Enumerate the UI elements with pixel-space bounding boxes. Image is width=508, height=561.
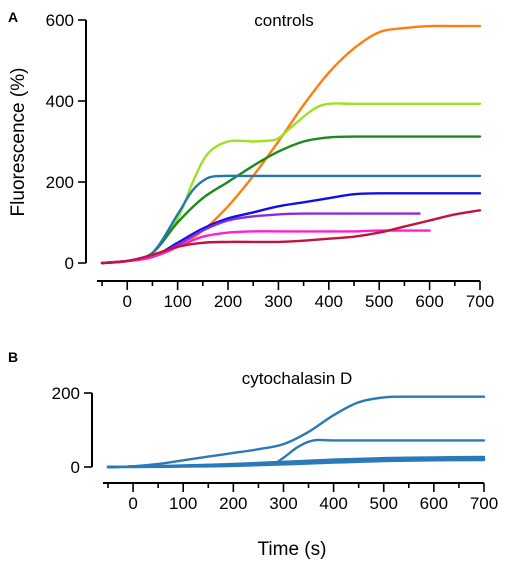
y-tick-label: 400 bbox=[46, 92, 74, 111]
y-tick-label: 200 bbox=[52, 384, 80, 403]
x-tick-label: 600 bbox=[420, 494, 448, 513]
x-tick-label: 700 bbox=[470, 494, 498, 513]
series-line-2 bbox=[100, 102, 482, 265]
x-tick-label: 500 bbox=[365, 292, 393, 311]
x-tick-label: 200 bbox=[219, 494, 247, 513]
x-tick-label: 400 bbox=[319, 494, 347, 513]
x-tick-label: 300 bbox=[269, 494, 297, 513]
series-line-4 bbox=[100, 174, 482, 265]
x-tick-label: 500 bbox=[370, 494, 398, 513]
y-tick-label: 200 bbox=[46, 173, 74, 192]
y-tick-label: 0 bbox=[71, 458, 80, 477]
x-tick-label: 100 bbox=[169, 494, 197, 513]
series-line-1 bbox=[100, 24, 482, 265]
chart-title: cytochalasin D bbox=[242, 369, 353, 388]
x-tick-label: 0 bbox=[123, 292, 132, 311]
series-line-8 bbox=[100, 209, 482, 265]
y-axis-title: Fluorescence (%) bbox=[8, 68, 29, 217]
x-tick-label: 0 bbox=[128, 494, 137, 513]
x-tick-label: 700 bbox=[466, 292, 494, 311]
x-tick-label: 200 bbox=[214, 292, 242, 311]
x-tick-label: 400 bbox=[315, 292, 343, 311]
series-line-7 bbox=[100, 229, 431, 265]
y-tick-label: 0 bbox=[65, 254, 74, 273]
x-tick-label: 300 bbox=[264, 292, 292, 311]
x-axis-title: Time (s) bbox=[258, 539, 327, 560]
panel-letter: A bbox=[8, 9, 18, 25]
chart-title: controls bbox=[254, 11, 314, 30]
y-tick-label: 600 bbox=[46, 11, 74, 30]
panel-letter: B bbox=[8, 349, 18, 365]
x-tick-label: 100 bbox=[163, 292, 191, 311]
x-tick-label: 600 bbox=[415, 292, 443, 311]
series-line-1 bbox=[106, 395, 486, 469]
series-line-8 bbox=[106, 458, 486, 469]
